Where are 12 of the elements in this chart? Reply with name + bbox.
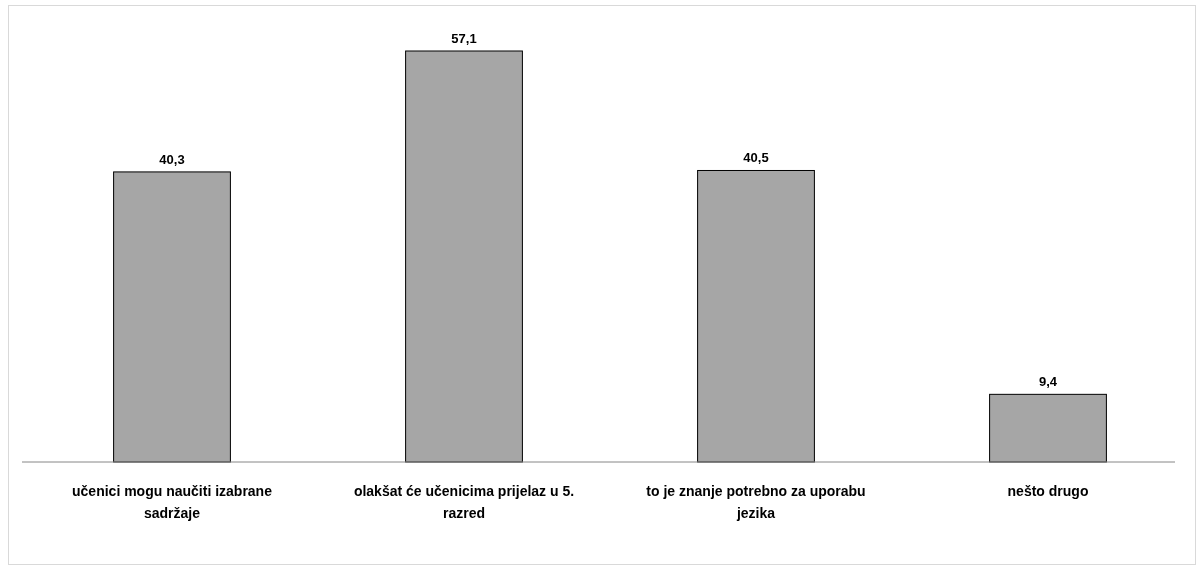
data-label: 40,5 [743,150,769,166]
data-label: 9,4 [1038,374,1058,390]
bar [113,171,231,463]
x-tick-label: učenici mogu naučiti izabrane sadržaje [72,483,273,521]
x-tick-label: nešto drugo [1007,483,1089,499]
x-tick-label: olakšat će učenicima prijelaz u 5. razred [353,483,575,521]
x-tick-label: to je znanje potrebno za uporabu jezika [646,483,866,521]
data-label: 40,3 [159,151,185,167]
bar [405,50,523,463]
data-label: 57,1 [451,31,477,46]
bar [989,393,1107,463]
bar [697,169,815,463]
